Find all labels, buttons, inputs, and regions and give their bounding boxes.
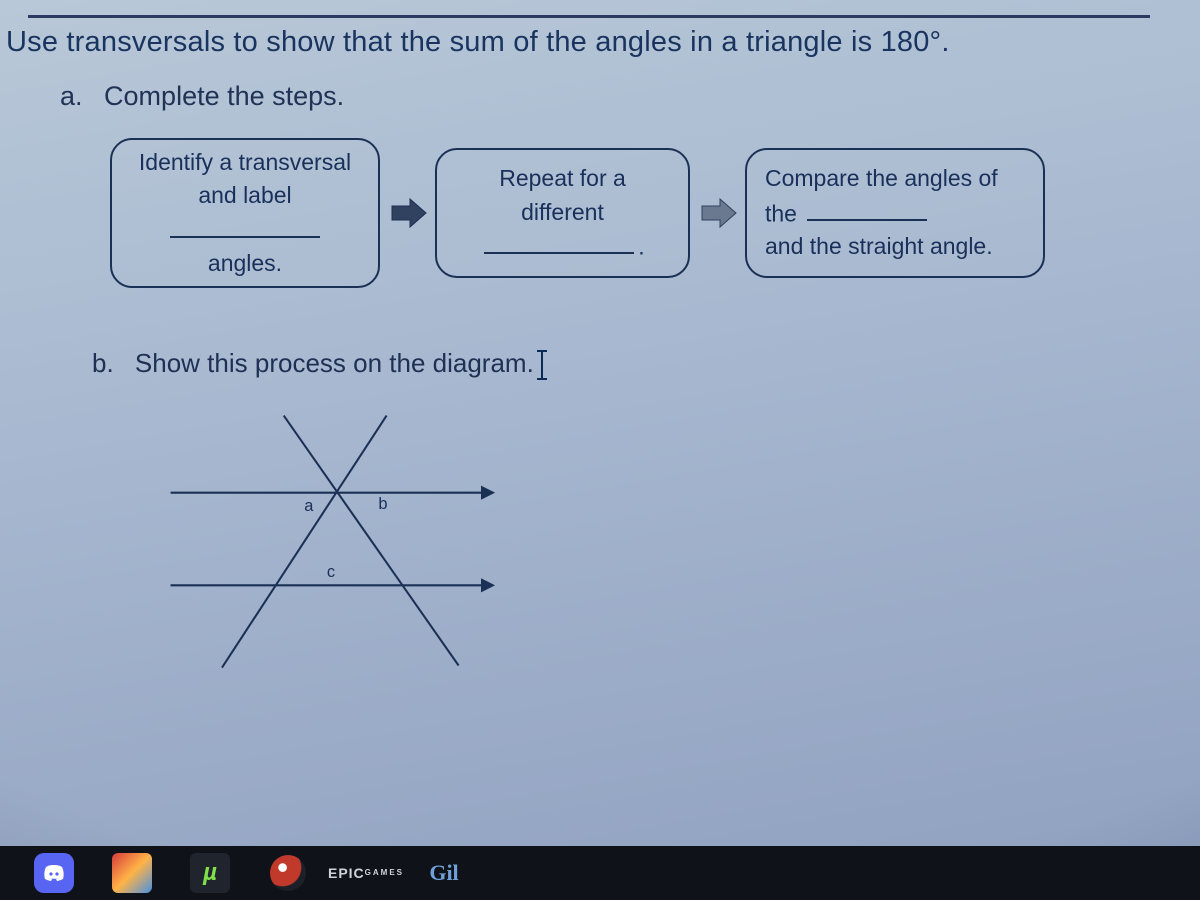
box3-line2a: the: [765, 200, 797, 226]
angle-label-b: b: [378, 495, 387, 513]
taskbar-app-icon[interactable]: [112, 853, 152, 893]
box2-line1: Repeat for a: [499, 162, 626, 195]
box2-blank-line: .: [480, 229, 644, 264]
angle-label-c: c: [327, 563, 335, 581]
discord-icon: [42, 864, 66, 882]
blank-input[interactable]: [484, 229, 634, 254]
box2-line2: different: [521, 196, 604, 229]
blank-input[interactable]: [807, 196, 927, 221]
transversal-diagram: a b c: [150, 399, 510, 679]
transversal-1: [222, 416, 387, 668]
arrow-right-icon: [388, 196, 428, 230]
disc-icon: [270, 855, 306, 891]
box1-line3: angles.: [208, 247, 282, 280]
taskbar-script-icon[interactable]: Gil: [424, 853, 464, 893]
part-b-letter: b.: [92, 348, 114, 378]
part-b-text: Show this process on the diagram.: [135, 348, 534, 378]
text-cursor-icon: [541, 352, 543, 378]
box3-line2: the: [765, 196, 931, 231]
box3-line3: and the straight angle.: [765, 230, 993, 263]
cutoff-rule: [28, 12, 1150, 18]
blank-input[interactable]: [170, 212, 320, 237]
step-box-2: Repeat for a different .: [435, 148, 690, 278]
epic-sublabel: GAMES: [365, 869, 404, 877]
part-a-letter: a.: [60, 81, 83, 111]
epic-label: EPIC: [328, 866, 365, 880]
taskbar-discord-icon[interactable]: [34, 853, 74, 893]
box1-blank-line: [166, 212, 324, 247]
worksheet-page: Use transversals to show that the sum of…: [0, 0, 1200, 679]
steps-flow: Identify a transversal and label angles.…: [110, 138, 1180, 288]
part-a-text: Complete the steps.: [104, 81, 344, 111]
mu-glyph: µ: [203, 859, 217, 887]
arrow-1: [380, 196, 435, 230]
step-box-3: Compare the angles of the and the straig…: [745, 148, 1045, 278]
step-box-1: Identify a transversal and label angles.: [110, 138, 380, 288]
diagram[interactable]: a b c: [150, 399, 510, 679]
main-prompt: Use transversals to show that the sum of…: [6, 26, 1180, 59]
box1-line1: Identify a transversal: [139, 146, 351, 179]
taskbar: µ EPIC GAMES Gil: [0, 846, 1200, 900]
part-b: b. Show this process on the diagram.: [92, 348, 1180, 379]
arrow-2: [690, 196, 745, 230]
part-a: a. Complete the steps.: [60, 81, 1180, 112]
transversal-2: [284, 416, 459, 666]
box3-line1: Compare the angles of: [765, 162, 998, 195]
arrow-right-icon: [698, 196, 738, 230]
angle-label-a: a: [304, 497, 314, 515]
box1-line2: and label: [198, 179, 291, 212]
taskbar-disc-icon[interactable]: [268, 853, 308, 893]
taskbar-mu-icon[interactable]: µ: [190, 853, 230, 893]
script-label: Gil: [429, 860, 458, 886]
taskbar-epic-icon[interactable]: EPIC GAMES: [346, 853, 386, 893]
